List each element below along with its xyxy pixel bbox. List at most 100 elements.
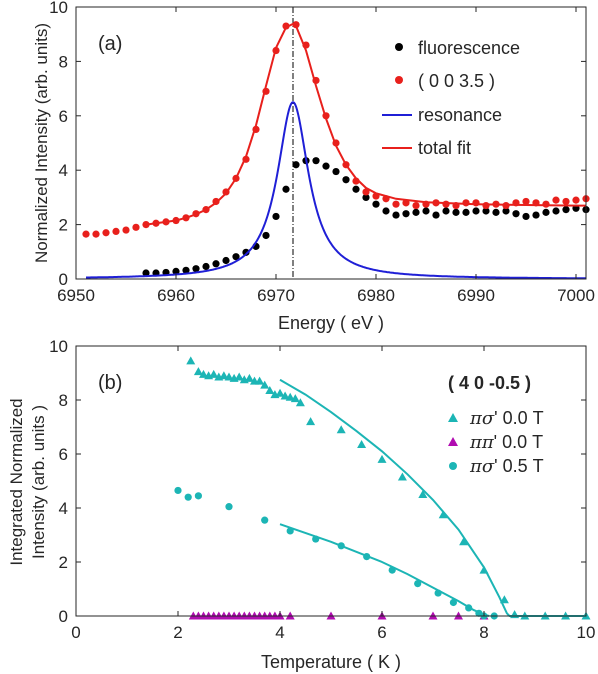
panel-b-x-tick-label: 0: [71, 623, 80, 642]
panel-b-series-0-point: [209, 369, 219, 378]
panel-a-series-0-point: [422, 207, 430, 215]
panel-a-y-tick-label: 2: [59, 216, 68, 235]
panel-a-y-tick-label: 6: [59, 107, 68, 126]
panel-a-legend: fluorescence ( 0 0 3.5 ) resonance total…: [382, 38, 520, 158]
panel-a-series-0-point: [372, 200, 380, 208]
legend-pipi-0T-pol: ππ: [469, 432, 495, 453]
panel-a-series-0-point: [342, 176, 350, 184]
panel-a-series-1-point: [282, 22, 290, 30]
panel-a-series-1-point: [132, 223, 140, 231]
panel-b-label: (b): [98, 372, 122, 394]
panel-a-series-1-point: [92, 230, 100, 238]
panel-a-series-1-point: [482, 201, 490, 210]
panel-b-y-tick-label: 2: [59, 553, 68, 572]
panel-a-label: (a): [98, 33, 122, 55]
panel-b-frame: [75, 345, 587, 617]
panel-b-series-0-point: [265, 386, 275, 395]
panel-a-y-tick-label: 8: [59, 52, 68, 71]
panel-b-series-0-point: [397, 472, 407, 481]
panel-a-series-0-point: [542, 208, 550, 216]
panel-a-series-0-point: [222, 256, 230, 265]
panel-a-series-1-point: [392, 200, 400, 208]
panel-b-y-tick-label: 6: [59, 445, 68, 464]
panel-a-series-1-point: [82, 230, 90, 238]
panel-a-series-0-point: [272, 212, 280, 221]
panel-a-series-0-point: [412, 208, 420, 216]
legend-fluorescence-marker: [395, 43, 403, 51]
legend-pisigma-05T-label: πσ' 0.5 T: [469, 456, 544, 477]
panel-b-series-2-point: [414, 580, 422, 588]
panel-a-ticks: 6950 6960 6970 6980 6990 7000 0 2 4 6 8 10: [49, 0, 595, 305]
panel-a-series-0-point: [552, 207, 560, 215]
panel-b-series-0-point: [234, 372, 244, 381]
panel-b-x-tick-label: 2: [173, 623, 182, 642]
panel-b-series-0-point: [285, 392, 295, 401]
legend-pisigma-0T-label: πσ' 0.0 T: [469, 408, 544, 429]
panel-b-reflection-annotation: ( 4 0 -0.5 ): [448, 373, 531, 393]
panel-a-series-0-point: [522, 212, 530, 221]
panel-b-series-2-point: [261, 516, 269, 524]
panel-a-series-1-point: [292, 21, 300, 29]
panel-a-series-1-point: [112, 227, 120, 235]
panel-b-ticks: 0 2 4 6 8 10 0 2 4 6 8 10: [49, 337, 595, 642]
panel-a-x-tick-label: 6950: [57, 286, 95, 305]
panel-b-y-tick-label: 4: [59, 499, 68, 518]
panel-b-y-tick-label: 10: [49, 337, 68, 356]
panel-a-series-1-point: [412, 201, 420, 210]
panel-a-x-axis-label: Energy ( eV ): [278, 313, 384, 333]
panel-b-series-0-point: [295, 398, 305, 407]
panel-a-x-tick-label: 6990: [457, 286, 495, 305]
panel-b-series-0-point: [260, 380, 270, 389]
panel-b-series-0-point: [255, 376, 265, 385]
panel-a-series-0-point: [512, 210, 520, 218]
panel-b-series-2-point: [449, 598, 457, 607]
panel-a-series-1-point: [442, 200, 450, 208]
panel-a-series-0-point: [212, 260, 220, 268]
panel-b-y-tick-label: 0: [59, 607, 68, 626]
panel-b-series-2-point: [194, 492, 202, 500]
panel-b-series-0-point: [290, 394, 300, 403]
panel-a-y-tick-label: 0: [59, 270, 68, 289]
legend-pipi-0T-field: ' 0.0 T: [494, 432, 543, 452]
legend-total-fit-label: total fit: [418, 138, 471, 158]
panel-b-series-0-point: [224, 372, 234, 381]
panel-a-series-0-point: [462, 208, 470, 216]
panel-a-series-1-point: [122, 226, 130, 234]
panel-b-series-0-point: [336, 425, 346, 434]
panel-a-series-0-point: [192, 265, 200, 273]
panel-a-series-0-point: [312, 157, 320, 165]
panel-b-series-0-point: [418, 490, 428, 498]
legend-0035-marker: [395, 76, 403, 84]
panel-a-series-3-line: [145, 22, 586, 226]
legend-pisigma-0T-marker: [448, 413, 458, 422]
panel-b-series-0-point: [199, 369, 208, 378]
panel-a-frame: [75, 6, 587, 280]
panel-b-series-0-point: [438, 510, 448, 519]
panel-a-series-1-point: [542, 200, 550, 208]
panel-a-series-0-point: [432, 211, 440, 219]
panel-b-series-0-point: [193, 367, 203, 376]
legend-pipi-0T-marker: [448, 437, 458, 446]
panel-b-series-0-point: [244, 373, 254, 382]
panel-b-series-0-point: [219, 371, 229, 380]
panel-a-series-1-point: [572, 196, 580, 204]
panel-a-series-0-point: [392, 211, 400, 219]
panel-b-y-axis-label-line1: Integrated Normalized: [7, 398, 26, 565]
panel-a-series-1-point: [552, 196, 560, 204]
panel-b-series-0-point: [459, 537, 469, 546]
panel-a-x-tick-label: 6980: [357, 286, 395, 305]
legend-fluorescence-label: fluorescence: [418, 38, 520, 58]
legend-0035-label: ( 0 0 3.5 ): [418, 71, 495, 91]
panel-b-series-0-point: [275, 388, 285, 397]
panel-a-series-0-point: [242, 248, 250, 256]
panel-a-y-tick-label: 4: [59, 161, 68, 180]
panel-a-series-2-line: [86, 101, 586, 280]
panel-a-series-0-point: [262, 231, 270, 240]
legend-pisigma-0T-pol: πσ: [469, 408, 495, 429]
panel-a-series-0-point: [532, 211, 540, 219]
legend-pisigma-0T-field: ' 0.0 T: [494, 408, 543, 428]
panel-b-series-2-point: [184, 493, 192, 501]
panel-b-series-4-line: [279, 523, 490, 617]
panel-a-plot-area: [82, 7, 590, 280]
